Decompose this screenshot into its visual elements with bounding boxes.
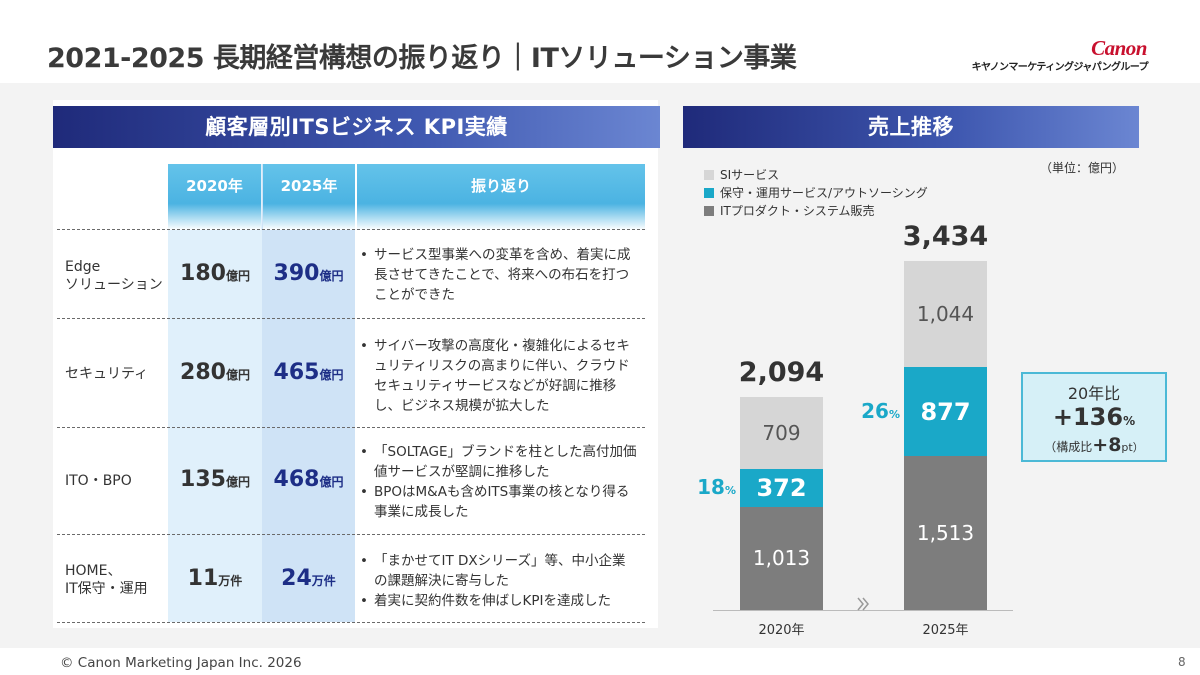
row-label-edge: Edge ソリューション (65, 258, 163, 294)
legend-label: SIサービス (720, 168, 780, 182)
growth-share-change: （構成比+8pt） (1044, 434, 1144, 456)
copyright: © Canon Marketing Japan Inc. 2026 (60, 655, 302, 671)
value-2020-home: 11万件 (187, 566, 243, 591)
review-edge: サービス型事業への変革を含め、着実に成長させてきたことで、将来への布石を打つこと… (358, 245, 638, 305)
review-bullet: 「SOLTAGE」ブランドを柱とした高付加価値サービスが堅調に推移した (358, 442, 638, 482)
legend-swatch (704, 206, 714, 216)
row-label-line: セキュリティ (65, 366, 149, 382)
row-label-line: ソリューション (65, 277, 163, 293)
growth-callout: 20年比 +136% （構成比+8pt） (1021, 372, 1167, 462)
x-axis-label: 2025年 (922, 623, 969, 638)
row-divider (57, 427, 645, 428)
bar-segment-product: 1,013 (740, 506, 823, 610)
review-bullet: 着実に契約件数を伸ばしKPIを達成した (358, 591, 638, 611)
row-label-home: HOME、 IT保守・運用 (65, 562, 148, 598)
review-bullet: 「まかせてIT DXシリーズ」等、中小企業の課題解決に寄与した (358, 551, 638, 591)
page-number: 8 (1178, 655, 1186, 669)
legend-label: 保守・運用サービス/アウトソーシング (720, 186, 928, 200)
legend-item-ops: 保守・運用サービス/アウトソーシング (704, 184, 928, 202)
legend-swatch (704, 188, 714, 198)
x-axis-line (713, 610, 1013, 611)
bar-segment-si: 709 (740, 397, 823, 470)
axis-break-icon (857, 597, 869, 611)
bar-segment-ops: 877 (904, 366, 987, 457)
row-label-line: HOME、 (65, 563, 122, 579)
column-header-review: 振り返り (357, 164, 645, 230)
growth-label: 20年比 (1067, 384, 1121, 403)
legend-swatch (704, 170, 714, 180)
bar-segment-si: 1,044 (904, 260, 987, 367)
chart-legend: SIサービス 保守・運用サービス/アウトソーシング ITプロダクト・システム販売 (704, 166, 928, 220)
row-divider (57, 622, 645, 623)
value-2025-edge: 390億円 (273, 261, 344, 286)
value-2025-ito-bpo: 468億円 (273, 467, 344, 492)
review-ito-bpo: 「SOLTAGE」ブランドを柱とした高付加価値サービスが堅調に推移した BPOは… (358, 442, 638, 522)
bar-segment-product: 1,513 (904, 456, 987, 610)
column-header-2025: 2025年 (263, 164, 355, 230)
value-2020-edge: 180億円 (180, 261, 250, 286)
share-label: 18% (697, 475, 736, 500)
value-2020-ito-bpo: 135億円 (180, 467, 250, 492)
row-divider (57, 534, 645, 535)
growth-value: +136% (1052, 403, 1136, 431)
row-label-line: Edge (65, 259, 101, 275)
review-bullet: サービス型事業への変革を含め、着実に成長させてきたことで、将来への布石を打つこと… (358, 245, 638, 305)
canon-group-label: キヤノンマーケティングジャパングループ (971, 62, 1149, 73)
review-bullet: サイバー攻撃の高度化・複雑化によるセキュリティリスクの高まりに伴い、クラウドセキ… (358, 336, 638, 416)
bar-segment-ops: 372 (740, 469, 823, 507)
legend-label: ITプロダクト・システム販売 (720, 204, 875, 218)
bar-total-label: 2,094 (738, 357, 825, 389)
sales-chart: 1,013 372 18% 709 2,094 2020年 1,513 877 26% 1,044… (683, 200, 1163, 640)
value-2020-security: 280億円 (180, 360, 250, 385)
slide-title: 2021-2025 長期経営構想の振り返り｜ITソリューション事業 (47, 43, 797, 74)
bar-total-label: 3,434 (902, 220, 989, 252)
value-2025-home: 24万件 (281, 566, 336, 591)
row-label-line: ITO・BPO (65, 473, 132, 489)
legend-item-si: SIサービス (704, 166, 928, 184)
review-bullet: BPOはM&Aも含めITS事業の核となり得る事業に成長した (358, 482, 638, 522)
review-home: 「まかせてIT DXシリーズ」等、中小企業の課題解決に寄与した 着実に契約件数を… (358, 551, 638, 611)
canon-logo: Canon (1091, 36, 1147, 60)
row-label-security: セキュリティ (65, 365, 148, 383)
share-label: 26% (861, 398, 900, 423)
row-divider (57, 229, 645, 230)
review-security: サイバー攻撃の高度化・複雑化によるセキュリティリスクの高まりに伴い、クラウドセキ… (358, 336, 638, 416)
row-divider (57, 318, 645, 319)
row-label-line: IT保守・運用 (65, 581, 148, 597)
column-header-2020: 2020年 (168, 164, 261, 230)
legend-item-product: ITプロダクト・システム販売 (704, 202, 928, 220)
column-2020-bg (168, 164, 262, 622)
x-axis-label: 2020年 (758, 623, 805, 638)
sales-panel-title: 売上推移 (683, 106, 1139, 148)
kpi-panel-title: 顧客層別ITSビジネス KPI実績 (53, 106, 660, 148)
column-2025-bg (262, 164, 355, 622)
value-2025-security: 465億円 (273, 360, 344, 385)
row-label-ito-bpo: ITO・BPO (65, 472, 132, 490)
unit-note: （単位：億円） (1040, 161, 1125, 175)
